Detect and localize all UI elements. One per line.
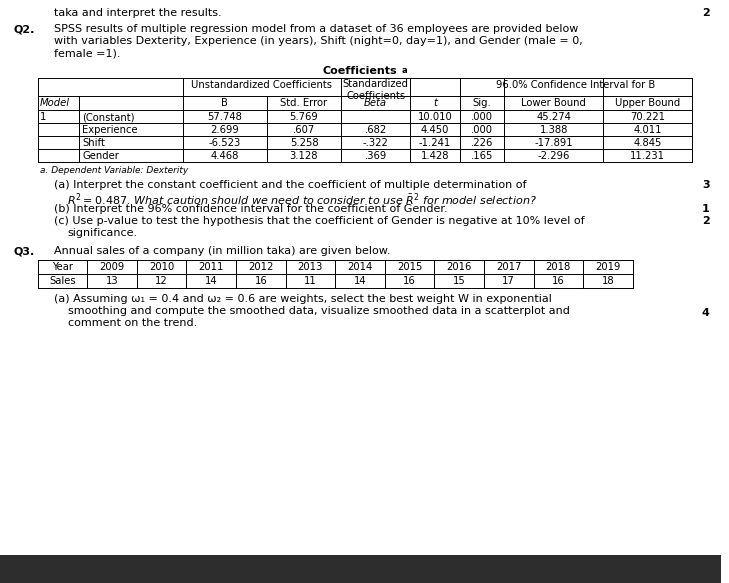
Text: .000: .000	[471, 112, 493, 122]
Text: Annual sales of a company (in million taka) are given below.: Annual sales of a company (in million ta…	[55, 246, 391, 256]
Text: Beta: Beta	[364, 98, 387, 108]
Text: 11.231: 11.231	[630, 151, 665, 161]
Text: 11: 11	[304, 276, 316, 286]
Text: 2018: 2018	[546, 262, 571, 272]
Text: smoothing and compute the smoothed data, visualize smoothed data in a scatterplo: smoothing and compute the smoothed data,…	[55, 306, 570, 316]
Text: 13: 13	[106, 276, 118, 286]
Text: (a) Interpret the constant coefficient and the coefficient of multiple determina: (a) Interpret the constant coefficient a…	[55, 180, 527, 190]
Text: 14: 14	[354, 276, 366, 286]
Text: Q3.: Q3.	[14, 246, 35, 256]
Text: Standardized
Coefficients: Standardized Coefficients	[343, 79, 409, 101]
Text: Unstandardized Coefficients: Unstandardized Coefficients	[192, 80, 332, 90]
Text: Lower Bound: Lower Bound	[521, 98, 586, 108]
Text: 1.388: 1.388	[539, 125, 568, 135]
Text: 15: 15	[453, 276, 466, 286]
Text: 12: 12	[155, 276, 168, 286]
Text: 2019: 2019	[596, 262, 620, 272]
Text: 2012: 2012	[248, 262, 273, 272]
Text: 2.699: 2.699	[211, 125, 239, 135]
Text: 4: 4	[702, 308, 710, 318]
Text: 1: 1	[39, 112, 46, 122]
Text: $R^2 = 0.487$. What caution should we need to consider to use $\bar{R}^2$ for mo: $R^2 = 0.487$. What caution should we ne…	[67, 192, 537, 208]
Text: SPSS results of multiple regression model from a dataset of 36 employees are pro: SPSS results of multiple regression mode…	[55, 24, 579, 34]
Text: -6.523: -6.523	[208, 138, 241, 148]
Text: t: t	[433, 98, 437, 108]
Text: 2013: 2013	[297, 262, 323, 272]
Text: a. Dependent Variable: Dexterity: a. Dependent Variable: Dexterity	[39, 166, 188, 175]
Text: Sig.: Sig.	[472, 98, 491, 108]
Text: 2010: 2010	[149, 262, 174, 272]
Text: 4.450: 4.450	[421, 125, 449, 135]
Text: Sales: Sales	[49, 276, 76, 286]
Text: 16: 16	[254, 276, 267, 286]
Text: 16: 16	[403, 276, 416, 286]
Text: 96.0% Confidence Interval for B: 96.0% Confidence Interval for B	[496, 80, 655, 90]
Text: 1.428: 1.428	[421, 151, 449, 161]
Text: Upper Bound: Upper Bound	[615, 98, 680, 108]
Text: 16: 16	[552, 276, 565, 286]
Text: 18: 18	[601, 276, 615, 286]
Text: .607: .607	[293, 125, 315, 135]
Text: 2016: 2016	[446, 262, 472, 272]
Text: Coefficients: Coefficients	[322, 66, 397, 76]
Text: 2009: 2009	[99, 262, 125, 272]
Text: (c) Use p-value to test the hypothesis that the coefficient of Gender is negativ: (c) Use p-value to test the hypothesis t…	[55, 216, 585, 226]
Text: 2: 2	[702, 216, 710, 226]
Text: 2017: 2017	[496, 262, 521, 272]
Text: 5.258: 5.258	[289, 138, 319, 148]
Text: 45.274: 45.274	[537, 112, 571, 122]
Text: 2011: 2011	[198, 262, 224, 272]
Text: .000: .000	[471, 125, 493, 135]
Text: 14: 14	[205, 276, 217, 286]
Text: Std. Error: Std. Error	[281, 98, 327, 108]
Text: 3: 3	[702, 180, 710, 190]
Text: 4.845: 4.845	[634, 138, 662, 148]
Text: Shift: Shift	[82, 138, 105, 148]
Bar	[0, 555, 721, 583]
Text: 70.221: 70.221	[630, 112, 665, 122]
Text: 4.011: 4.011	[634, 125, 662, 135]
Text: Experience: Experience	[82, 125, 138, 135]
Text: a: a	[402, 66, 407, 75]
Text: (Constant): (Constant)	[82, 112, 135, 122]
Text: female =1).: female =1).	[55, 48, 121, 58]
Text: 1: 1	[702, 204, 710, 214]
Text: 2: 2	[702, 8, 710, 18]
Text: Gender: Gender	[82, 151, 119, 161]
Text: comment on the trend.: comment on the trend.	[55, 318, 198, 328]
Text: significance.: significance.	[67, 228, 137, 238]
Text: 3.128: 3.128	[289, 151, 319, 161]
Text: 5.769: 5.769	[289, 112, 319, 122]
Text: taka and interpret the results.: taka and interpret the results.	[55, 8, 222, 18]
Text: -1.241: -1.241	[419, 138, 451, 148]
Text: .226: .226	[471, 138, 493, 148]
Text: B: B	[222, 98, 228, 108]
Text: Q2.: Q2.	[14, 24, 35, 34]
Text: 17: 17	[502, 276, 515, 286]
Text: .369: .369	[364, 151, 387, 161]
Text: -2.296: -2.296	[537, 151, 570, 161]
Text: 57.748: 57.748	[208, 112, 242, 122]
Text: 2015: 2015	[397, 262, 422, 272]
Text: 4.468: 4.468	[211, 151, 239, 161]
Text: 10.010: 10.010	[418, 112, 453, 122]
Text: with variables Dexterity, Experience (in years), Shift (night=0, day=1), and Gen: with variables Dexterity, Experience (in…	[55, 36, 583, 46]
Text: Model: Model	[39, 98, 69, 108]
Text: (b) Interpret the 96% confidence interval for the coefficient of Gender.: (b) Interpret the 96% confidence interva…	[55, 204, 448, 214]
Text: -17.891: -17.891	[534, 138, 573, 148]
Text: Year: Year	[52, 262, 73, 272]
Text: 2014: 2014	[347, 262, 373, 272]
Text: (a) Assuming ω₁ = 0.4 and ω₂ = 0.6 are weights, select the best weight W in expo: (a) Assuming ω₁ = 0.4 and ω₂ = 0.6 are w…	[55, 294, 553, 304]
Text: .682: .682	[364, 125, 387, 135]
Text: .165: .165	[471, 151, 493, 161]
Text: -.322: -.322	[363, 138, 389, 148]
